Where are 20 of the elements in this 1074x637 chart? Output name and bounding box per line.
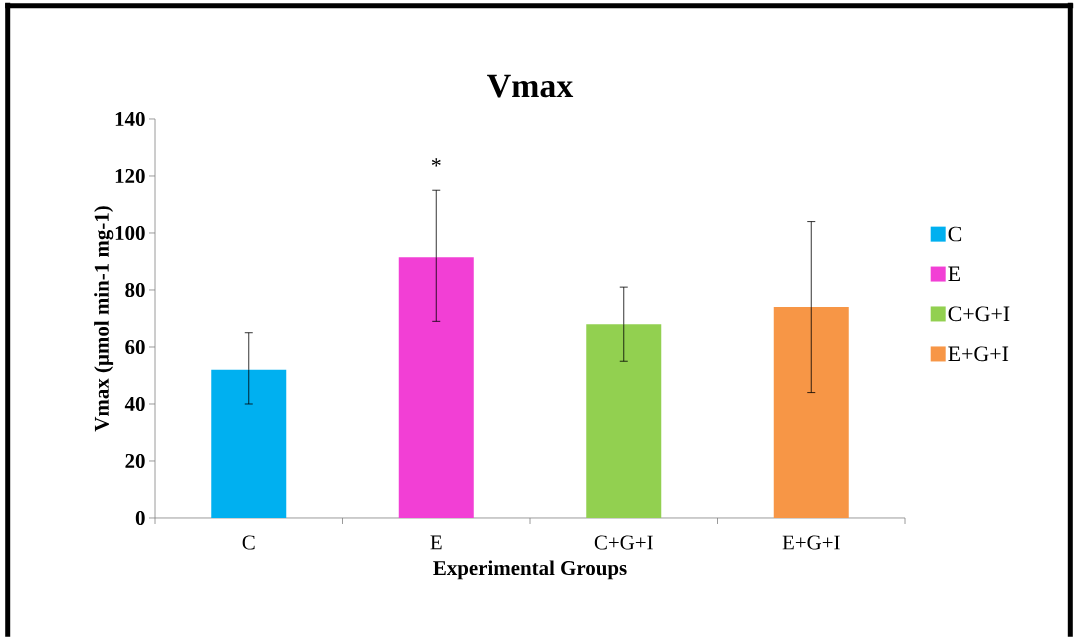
chart-title: Vmax	[487, 74, 574, 98]
legend-label: C+G+I	[948, 306, 1010, 322]
x-tick-label: C+G+I	[594, 535, 653, 550]
legend-label: E+G+I	[948, 346, 1009, 362]
y-tick-label: 100	[115, 225, 145, 241]
y-tick-label: 20	[125, 453, 145, 469]
y-tick-label: 40	[124, 396, 145, 412]
x-tick-label: E+G+I	[782, 535, 840, 550]
y-tick-label: 60	[125, 339, 145, 355]
y-axis-title: Vmax (µmol min-1 mg-1)	[94, 206, 114, 432]
legend-label: C	[948, 226, 962, 242]
annotation: *	[431, 158, 441, 167]
y-tick-label: 140	[115, 111, 145, 127]
y-tick-label: 80	[125, 282, 145, 298]
legend-label: E	[948, 266, 960, 281]
x-axis-title: Experimental Groups	[433, 560, 627, 580]
y-tick-label: 120	[115, 168, 145, 184]
x-tick-label: E	[430, 535, 442, 550]
y-tick-label: 0	[135, 510, 145, 526]
x-tick-label: C	[242, 535, 255, 550]
